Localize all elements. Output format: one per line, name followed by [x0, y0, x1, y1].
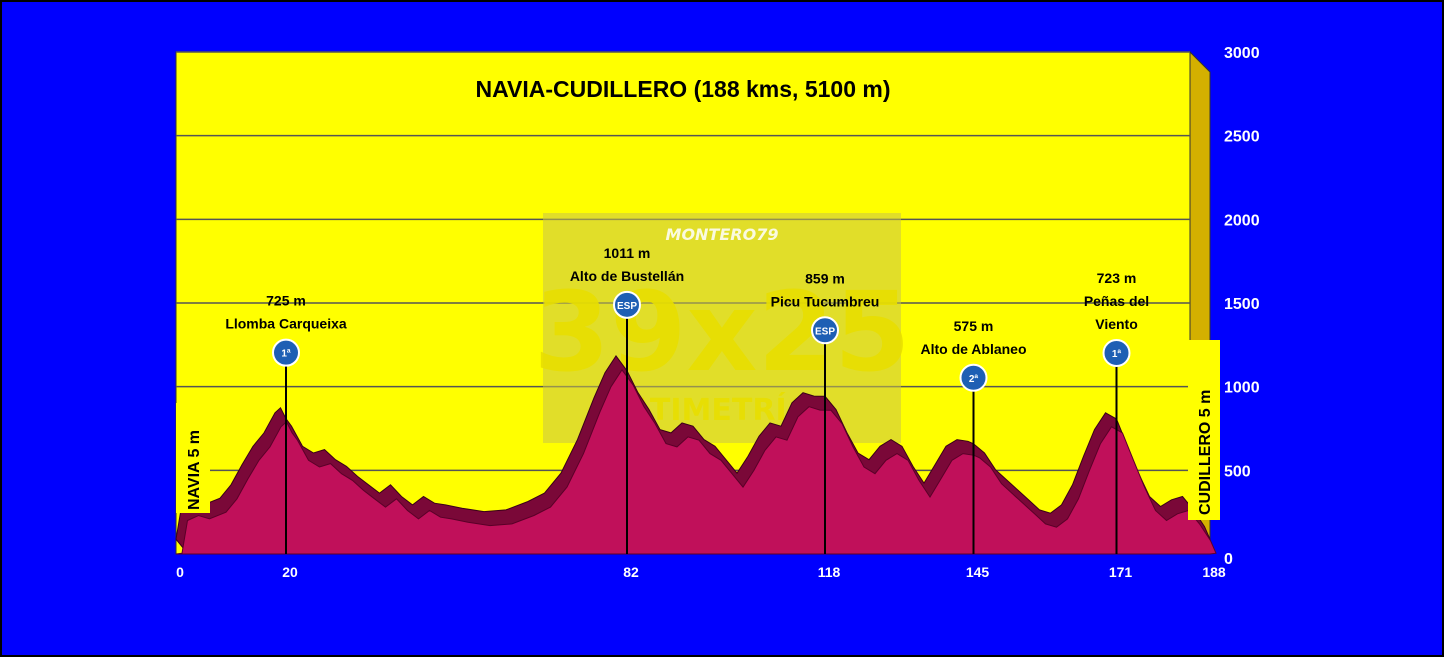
climb-name: Picu Tucumbreu	[771, 293, 880, 309]
climb-altitude: 1011 m	[604, 245, 651, 261]
climb-name: Peñas del	[1084, 293, 1149, 309]
climb-name: Llomba Carqueixa	[225, 316, 347, 332]
profile-area	[175, 355, 1217, 555]
climb-marker: 2ª 575 m Alto de Ablaneo	[920, 318, 1027, 554]
x-tick-label: 118	[818, 564, 841, 580]
watermark-author: MONTERO79	[666, 225, 779, 244]
climb-marker: 1ª 723 m Peñas del Viento	[1084, 270, 1149, 554]
climb-marker: ESP 859 m Picu Tucumbreu	[771, 270, 880, 554]
x-tick-label: 0	[176, 564, 184, 580]
y-tick-label: 3000	[1224, 45, 1260, 62]
end-label: CUDILLERO 5 m	[1197, 390, 1214, 515]
y-tick-label: 1000	[1224, 380, 1260, 397]
x-tick-label: 82	[623, 564, 639, 580]
climb-marker: ESP 1011 m Alto de Bustellán	[570, 245, 684, 554]
x-tick-label: 171	[1109, 564, 1133, 580]
end-label-group: CUDILLERO 5 m	[1188, 340, 1220, 520]
start-label: NAVIA 5 m	[186, 430, 203, 510]
chart-title: NAVIA-CUDILLERO (188 kms, 5100 m)	[476, 76, 891, 102]
climb-altitude: 723 m	[1097, 270, 1137, 286]
climb-altitude: 575 m	[954, 318, 994, 334]
x-axis: 0 20 82 118 145 171 188	[176, 564, 1226, 580]
start-label-group: NAVIA 5 m	[176, 403, 210, 513]
category-icon	[613, 290, 641, 319]
category-icon	[272, 338, 300, 367]
category-label: 1ª	[1112, 349, 1122, 360]
x-tick-label: 188	[1202, 564, 1226, 580]
climb-name: Alto de Ablaneo	[920, 341, 1026, 357]
climb-name: Viento	[1095, 316, 1138, 332]
category-icon	[959, 363, 988, 392]
climb-altitude: 859 m	[805, 270, 845, 286]
start-label-box	[176, 403, 210, 513]
y-tick-label: 1500	[1224, 296, 1260, 313]
category-label: ESP	[815, 326, 835, 337]
climb-altitude: 725 m	[266, 293, 306, 309]
x-tick-label: 20	[282, 564, 298, 580]
y-tick-label: 2000	[1224, 212, 1260, 229]
category-icon	[1102, 339, 1131, 368]
y-tick-label: 2500	[1224, 129, 1260, 146]
watermark-brand: 39x25	[533, 268, 910, 396]
climb-markers: 1ª 725 m Llomba Carqueixa ESP 1011 m Alto de …	[225, 245, 1149, 554]
y-axis: 0 500 1000 1500 2000 2500 3000	[1224, 45, 1260, 568]
category-icon	[811, 316, 839, 345]
end-label-box	[1188, 340, 1220, 520]
category-label: 2ª	[969, 374, 979, 385]
x-tick-label: 145	[966, 564, 990, 580]
y-tick-label: 500	[1224, 463, 1251, 480]
category-label: 1ª	[281, 349, 291, 360]
profile-front	[175, 369, 1217, 555]
y-tick-label: 0	[1224, 551, 1233, 568]
climb-name: Alto de Bustellán	[570, 268, 684, 284]
category-label: ESP	[617, 301, 637, 312]
climb-marker: 1ª 725 m Llomba Carqueixa	[225, 293, 347, 554]
